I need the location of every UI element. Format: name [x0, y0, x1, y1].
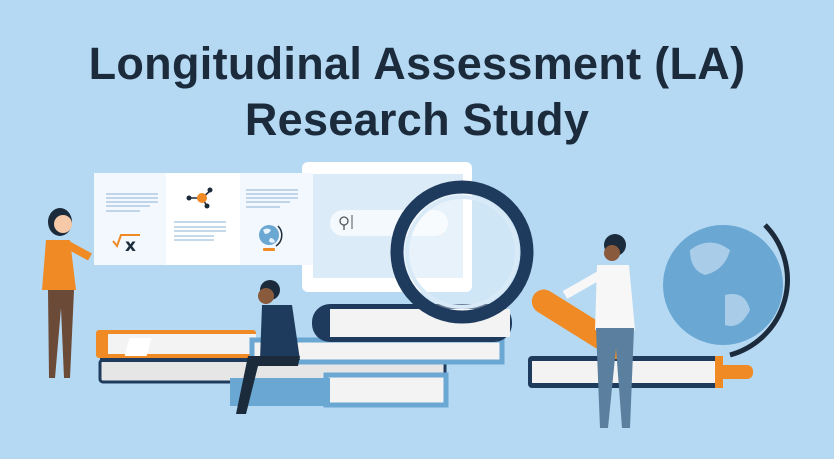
molecule-icon [186, 187, 213, 209]
title-line-1: Longitudinal Assessment (LA) [88, 38, 746, 89]
person-standing [562, 234, 635, 428]
book-stack-center [312, 304, 512, 342]
globe-icon [259, 225, 283, 251]
book-stack-left [96, 330, 505, 408]
person-woman-presenting [42, 208, 92, 378]
math-symbol: x [125, 236, 136, 256]
globe [663, 223, 790, 379]
title-line-2: Research Study [244, 94, 590, 145]
person-sitting-with-laptop [124, 280, 300, 414]
square-root-icon: x [112, 234, 140, 256]
info-panels: x [94, 173, 313, 265]
magnifying-glass-icon [390, 180, 629, 360]
search-icon [339, 215, 353, 230]
laptop [124, 338, 152, 356]
